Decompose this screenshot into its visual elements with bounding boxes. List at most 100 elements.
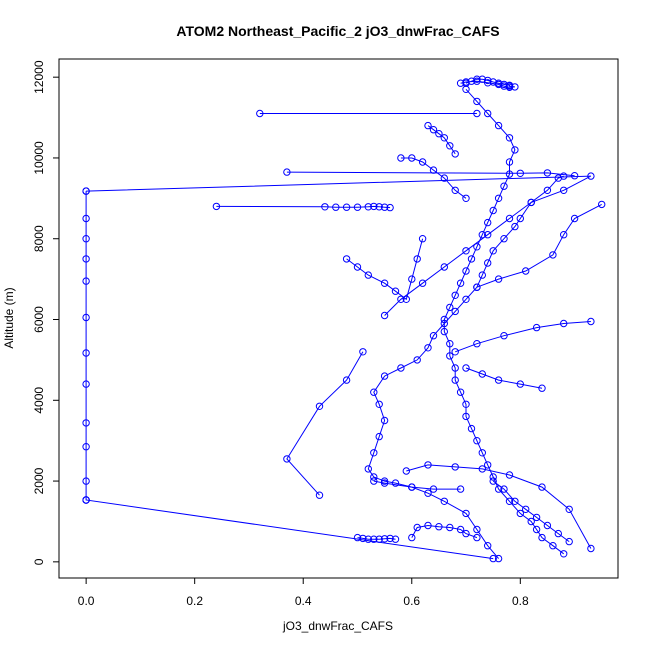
data-point [375,400,383,408]
data-point [538,483,546,491]
data-point [522,267,530,275]
data-point [570,172,579,180]
data-point [549,251,557,259]
data-point [353,203,362,211]
series-line [476,203,602,288]
data-point [484,259,492,267]
data-point [532,525,541,534]
data-point [505,83,514,92]
data-point [429,166,438,174]
data-point [484,542,492,550]
x-axis: 0.0 0.2 0.4 0.6 0.8 [78,578,529,608]
data-point [391,479,400,487]
series-line [216,205,391,209]
data-point [370,477,378,485]
data-point [527,198,535,207]
data-point [560,319,568,328]
data-point [451,291,459,299]
data-point [342,203,351,211]
data-point [478,231,486,239]
data-point [456,79,465,87]
data-point [440,315,448,324]
data-point [532,323,541,332]
data-point [500,82,508,90]
data-point [82,277,90,285]
x-tick-label: 0.6 [403,594,420,608]
data-point [473,109,481,118]
data-point [440,174,448,182]
data-point [543,186,552,195]
data-point [370,473,378,481]
data-point [446,142,454,150]
data-point [424,461,432,469]
data-point [451,348,459,356]
data-point [522,505,530,513]
x-tick-label: 0.4 [295,594,312,608]
data-point [380,535,389,543]
data-point [413,255,421,263]
data-point [598,200,606,209]
data-point [446,352,454,360]
series-line [455,321,591,353]
data-point [511,497,519,505]
data-point [511,83,519,91]
data-point [500,235,508,243]
data-point [386,203,394,212]
data-point [413,356,421,364]
data-point [494,376,503,384]
data-point [516,169,524,178]
data-point [462,509,470,518]
data-point [380,279,389,287]
data-point [446,303,454,312]
data-point [484,231,492,239]
data-point [380,203,389,211]
data-point [418,158,427,166]
data-point [342,255,351,263]
data-point [402,295,410,303]
data-point [565,537,573,546]
data-point [484,109,492,118]
data-point [82,313,90,322]
data-point [283,455,291,463]
data-point [391,287,400,295]
data-point [359,348,367,356]
data-point [527,517,535,526]
y-tick-label: 2000 [32,467,46,494]
data-point [516,214,524,223]
data-point [494,194,503,203]
data-point [543,521,552,530]
data-point [380,416,389,425]
data-point [511,222,519,231]
data-point [408,275,416,283]
data-point [82,235,90,243]
data-point [505,471,514,479]
data-point [473,243,481,251]
data-point [408,154,416,162]
data-point [494,80,503,89]
data-point [500,332,508,340]
data-point [370,388,378,396]
data-point [82,255,90,263]
data-point [473,533,481,542]
series-line [460,78,515,88]
data-point [473,77,481,85]
data-point [456,279,465,287]
data-point [82,419,90,427]
data-point [505,134,514,142]
data-point [451,376,459,384]
data-point [386,534,394,543]
data-point [538,384,546,392]
data-point [380,372,389,380]
data-point [321,203,329,211]
data-point [446,523,454,532]
data-point [364,271,372,279]
data-point [484,76,492,85]
data-point [256,109,264,118]
data-point [500,182,508,190]
data-point [359,534,367,543]
data-point [391,535,400,543]
y-tick-label: 4000 [32,387,46,414]
data-point [473,283,481,291]
data-point [82,380,90,388]
